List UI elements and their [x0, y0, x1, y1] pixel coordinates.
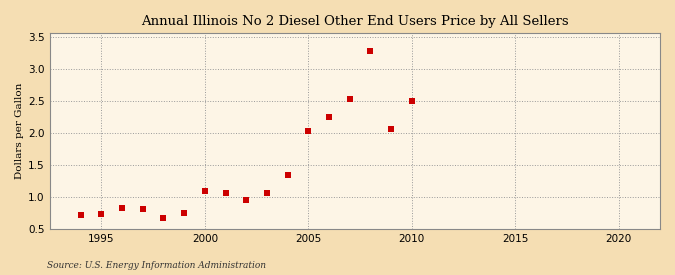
- Point: [344, 97, 355, 101]
- Point: [158, 216, 169, 220]
- Text: Source: U.S. Energy Information Administration: Source: U.S. Energy Information Administ…: [47, 260, 266, 270]
- Y-axis label: Dollars per Gallon: Dollars per Gallon: [15, 83, 24, 179]
- Point: [220, 191, 231, 196]
- Point: [199, 189, 210, 193]
- Point: [179, 211, 190, 216]
- Point: [76, 212, 86, 217]
- Point: [385, 127, 396, 131]
- Point: [241, 198, 252, 202]
- Point: [261, 191, 272, 196]
- Point: [117, 206, 128, 210]
- Point: [406, 99, 417, 103]
- Point: [303, 129, 314, 133]
- Point: [137, 207, 148, 212]
- Point: [323, 115, 334, 119]
- Point: [96, 212, 107, 216]
- Point: [365, 48, 376, 53]
- Point: [282, 173, 293, 178]
- Title: Annual Illinois No 2 Diesel Other End Users Price by All Sellers: Annual Illinois No 2 Diesel Other End Us…: [141, 15, 568, 28]
